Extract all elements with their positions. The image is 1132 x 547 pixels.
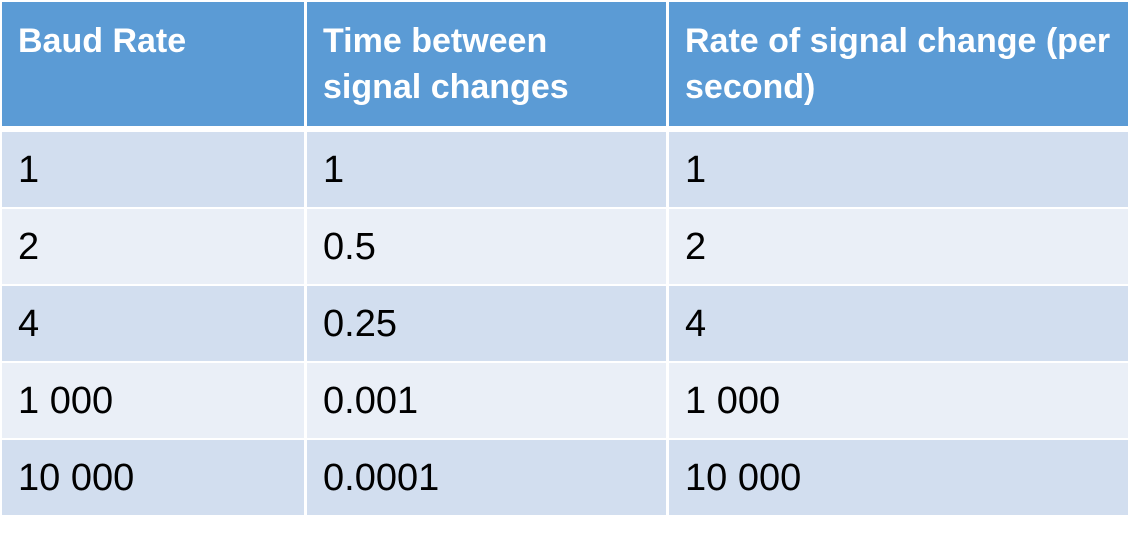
cell-time-between: 0.0001	[307, 440, 669, 517]
table-row: 10 000 0.0001 10 000	[2, 440, 1128, 517]
cell-baud-rate: 2	[2, 209, 307, 286]
cell-baud-rate: 1 000	[2, 363, 307, 440]
table-body: 1 1 1 2 0.5 2 4 0.25 4 1 000 0.001 1 000…	[2, 132, 1128, 517]
header-baud-rate: Baud Rate	[2, 2, 307, 132]
table-row: 1 000 0.001 1 000	[2, 363, 1128, 440]
cell-time-between: 0.001	[307, 363, 669, 440]
cell-time-between: 0.25	[307, 286, 669, 363]
cell-rate-of-change: 2	[669, 209, 1128, 286]
table-header: Baud Rate Time between signal changes Ra…	[2, 2, 1128, 132]
table-row: 1 1 1	[2, 132, 1128, 209]
table-row: 4 0.25 4	[2, 286, 1128, 363]
cell-baud-rate: 1	[2, 132, 307, 209]
cell-baud-rate: 4	[2, 286, 307, 363]
cell-time-between: 0.5	[307, 209, 669, 286]
cell-rate-of-change: 1	[669, 132, 1128, 209]
baud-rate-table: Baud Rate Time between signal changes Ra…	[2, 2, 1128, 517]
header-rate-of-signal-change: Rate of signal change (per second)	[669, 2, 1128, 132]
header-row: Baud Rate Time between signal changes Ra…	[2, 2, 1128, 132]
cell-rate-of-change: 10 000	[669, 440, 1128, 517]
cell-rate-of-change: 4	[669, 286, 1128, 363]
header-time-between-signal-changes: Time between signal changes	[307, 2, 669, 132]
table-row: 2 0.5 2	[2, 209, 1128, 286]
cell-rate-of-change: 1 000	[669, 363, 1128, 440]
cell-baud-rate: 10 000	[2, 440, 307, 517]
cell-time-between: 1	[307, 132, 669, 209]
